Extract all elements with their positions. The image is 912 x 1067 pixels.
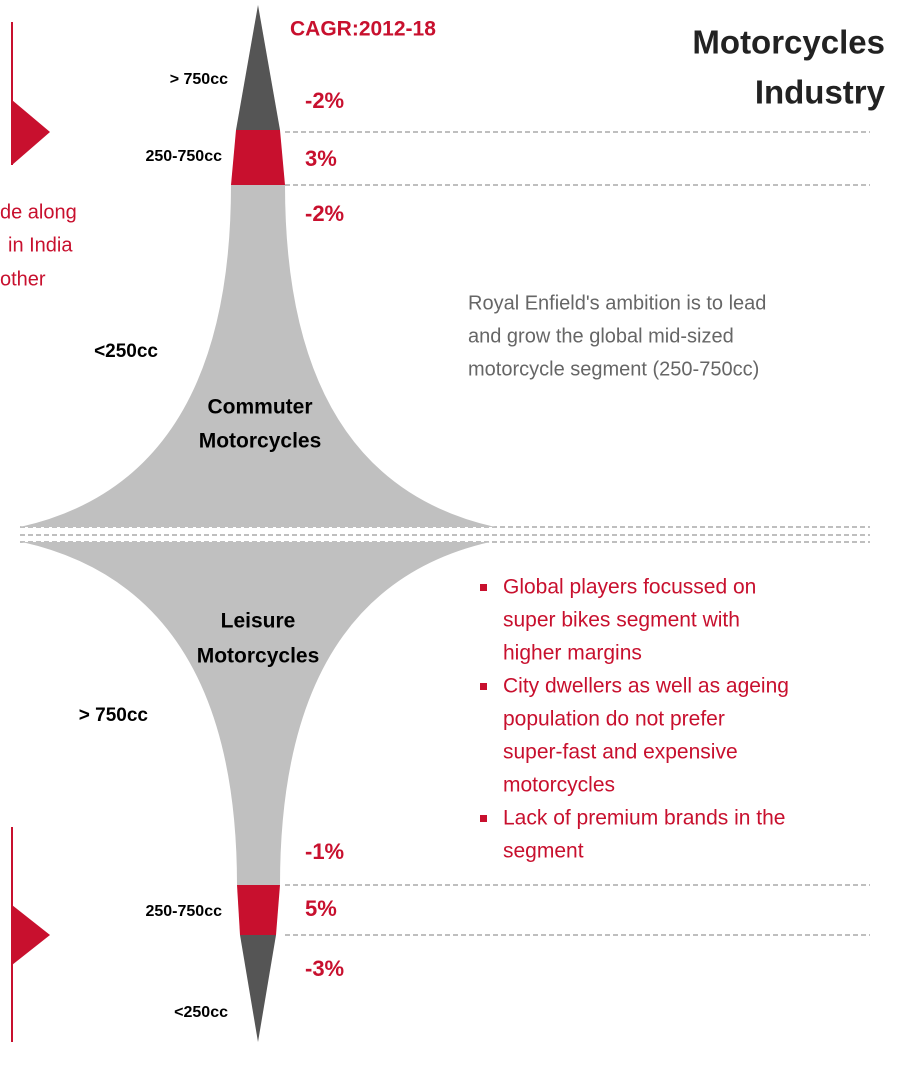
segment-cagr: -2% — [305, 88, 344, 113]
segment-red — [231, 130, 285, 185]
ambition-text: motorcycle segment (250-750cc) — [468, 358, 759, 380]
cagr-heading: CAGR:2012-18 — [290, 18, 436, 41]
commuter-shape — [20, 185, 495, 527]
segment-red — [237, 885, 280, 935]
segment-cagr: -1% — [305, 839, 344, 864]
bullet-text: population do not prefer — [503, 708, 725, 731]
segment-name: > 750cc — [170, 71, 228, 88]
bullet-list: Global players focussed on super bikes se… — [480, 576, 789, 863]
bullet-text: Lack of premium brands in the — [503, 807, 785, 830]
left-note: de along — [0, 201, 77, 223]
title: Motorcycles — [692, 24, 885, 61]
bullet-text: super-fast and expensive — [503, 741, 738, 764]
segment-cagr: 3% — [305, 146, 337, 171]
marker-arrow — [12, 100, 50, 165]
group-label: Motorcycles — [197, 645, 320, 668]
bullet-text: Global players focussed on — [503, 576, 756, 599]
segment-dark — [236, 5, 280, 130]
segment-dark — [240, 935, 276, 1042]
segment-name: 250-750cc — [145, 903, 222, 920]
segment-name: > 750cc — [79, 705, 149, 726]
bullet-text: higher margins — [503, 642, 642, 665]
bullet-marker — [480, 683, 487, 690]
bullet-marker — [480, 584, 487, 591]
segment-cagr: -3% — [305, 956, 344, 981]
left-note: in India — [8, 234, 73, 256]
group-label: Commuter — [207, 396, 312, 419]
leisure-shape — [22, 542, 490, 885]
bullet-text: City dwellers as well as ageing — [503, 675, 789, 698]
segment-cagr: -2% — [305, 201, 344, 226]
group-label: Motorcycles — [199, 430, 322, 453]
segment-name: <250cc — [94, 341, 158, 362]
segment-cagr: 5% — [305, 896, 337, 921]
ambition-text: and grow the global mid-sized — [468, 325, 734, 347]
title: Industry — [755, 74, 886, 111]
marker-arrow — [12, 905, 50, 965]
bullet-text: segment — [503, 840, 584, 863]
segment-name: 250-750cc — [145, 148, 222, 165]
segment-name: <250cc — [174, 1004, 228, 1021]
ambition-text: Royal Enfield's ambition is to lead — [468, 292, 766, 314]
left-note: other — [0, 268, 46, 290]
group-label: Leisure — [221, 610, 296, 633]
bullet-marker — [480, 815, 487, 822]
bullet-text: motorcycles — [503, 774, 615, 797]
bullet-text: super bikes segment with — [503, 609, 740, 632]
